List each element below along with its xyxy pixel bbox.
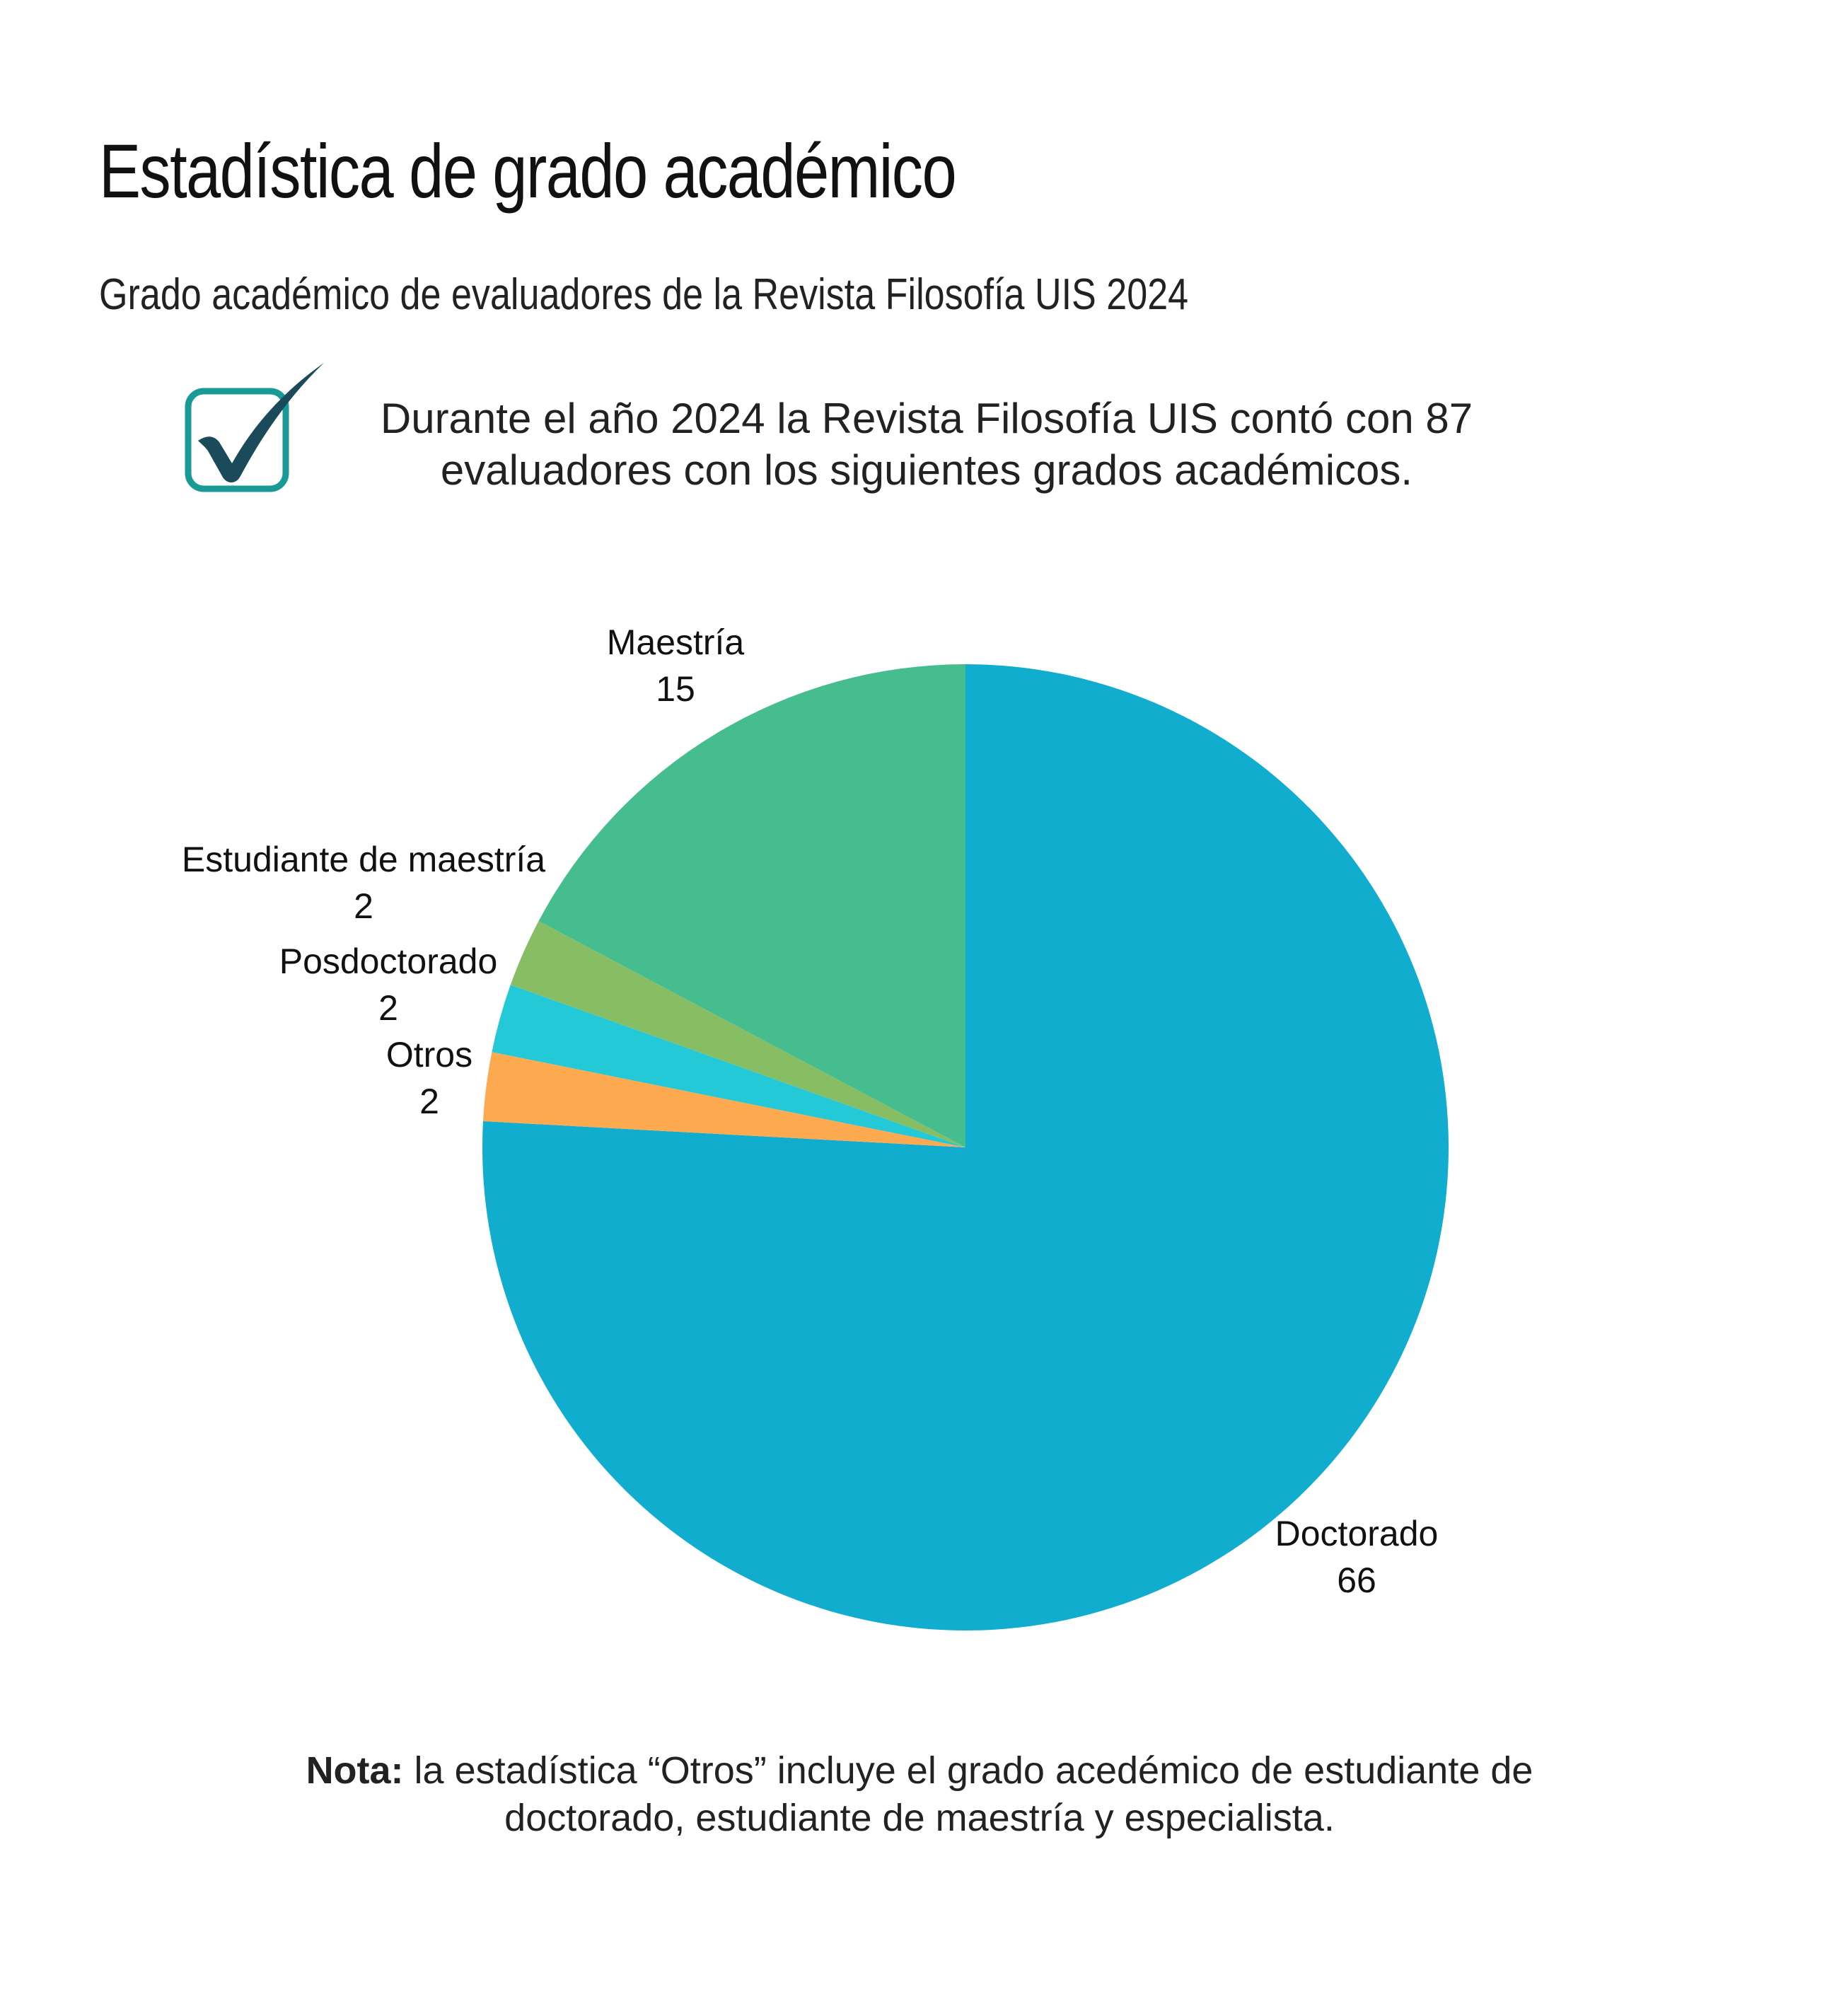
slice-label-doctorado: Doctorado [1275,1514,1439,1553]
pie-labels: Doctorado 66 Otros 2 Posdoctorado 2 Estudiante… [182,622,1438,1600]
pie-slices [482,664,1449,1630]
slice-label-estudiante-de-maestria: Estudiante de maestría [182,840,545,879]
slice-value-doctorado: 66 [1337,1560,1376,1600]
slice-label-posdoctorado: Posdoctorado [279,942,498,981]
slice-label-maestria: Maestría [607,622,745,662]
page-title: Estadística de grado académico [99,128,957,214]
slice-value-maestria: 15 [656,669,695,709]
slice-value-estudiante-de-maestria: 2 [354,886,373,926]
checkmark-box-icon [185,363,324,492]
slice-value-otros: 2 [419,1082,439,1121]
slice-value-posdoctorado: 2 [378,988,398,1028]
pie-slice-maestria [538,664,965,1147]
pie-slice-posdoctorado [492,985,965,1147]
page-subtitle: Grado académico de evaluadores de la Rev… [99,270,1189,319]
slice-label-otros: Otros [386,1035,472,1074]
footnote: Nota: la estadística “Otros” incluye el … [240,1747,1599,1842]
intro-text: Durante el año 2024 la Revista Filosofía… [380,395,1473,494]
footnote-label: Nota: [306,1749,404,1792]
pie-slice-estudiante-de-maestria [510,921,965,1147]
footnote-text: la estadística “Otros” incluye el grado … [403,1749,1533,1839]
pie-slice-otros [483,1052,965,1147]
